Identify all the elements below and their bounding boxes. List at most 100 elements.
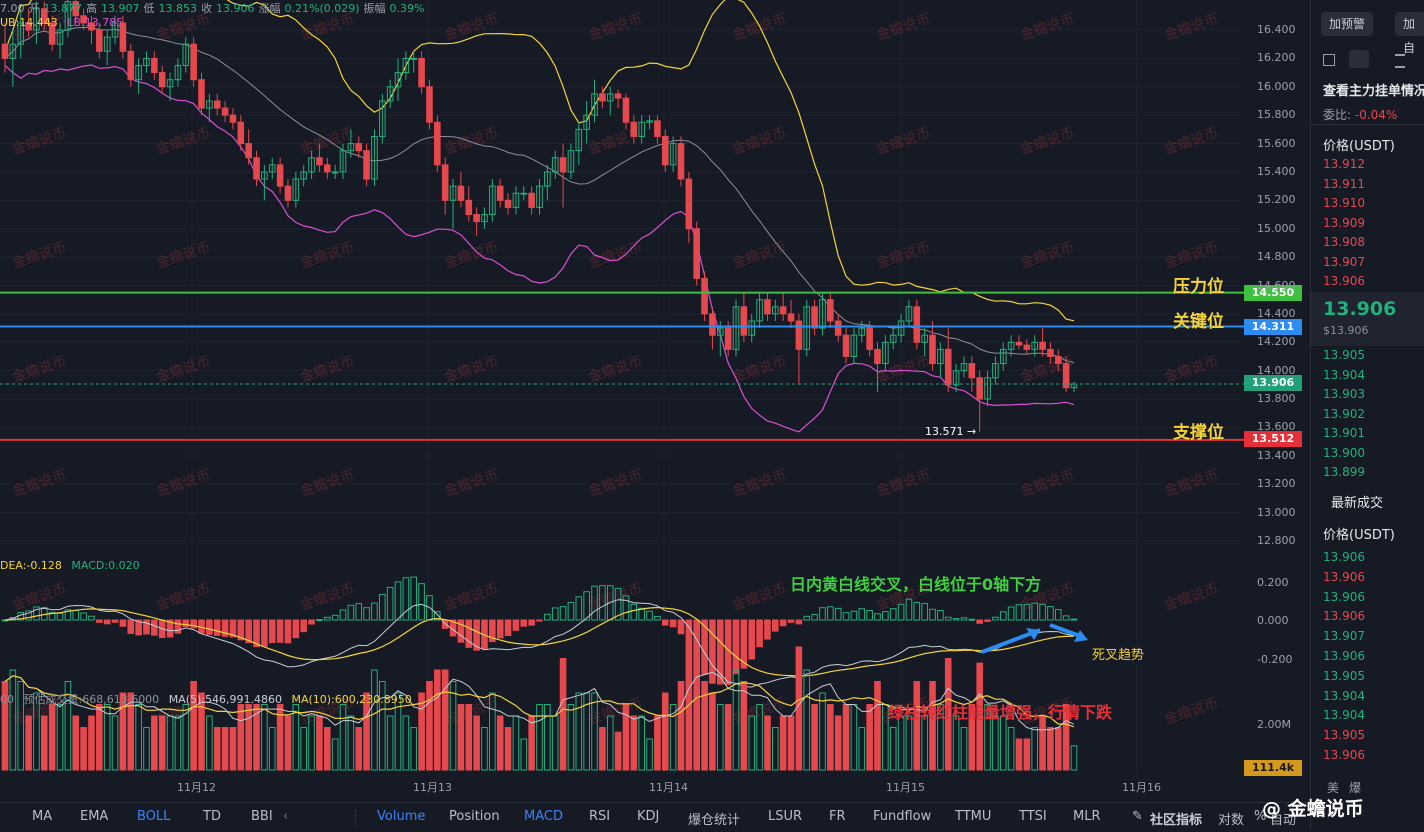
macd-bar	[276, 619, 284, 643]
candle-body	[339, 150, 347, 173]
candle-body	[418, 57, 425, 88]
macd-bar	[418, 583, 425, 621]
volume-bar	[559, 658, 567, 771]
last-price-usd: $13.906	[1323, 324, 1369, 337]
indicator-boll[interactable]: BOLL	[137, 809, 171, 824]
macd-panel	[1, 576, 1078, 688]
indicator-11[interactable]: MLR	[1073, 809, 1101, 824]
watermark-text: 金蟾说币	[730, 239, 788, 272]
volume-bar	[25, 715, 32, 771]
macd-bar	[88, 615, 95, 621]
log-scale-toggle[interactable]: 对数	[1218, 813, 1245, 828]
macd-bar	[245, 619, 252, 644]
candle-body	[268, 164, 276, 173]
vol-ma10: MA(10):600,230.8950	[291, 693, 412, 706]
candle-body	[127, 50, 135, 81]
list-mode-icon[interactable]	[1395, 54, 1405, 68]
price-tick: 13.000	[1257, 505, 1296, 519]
indicator-7[interactable]: FR	[829, 809, 846, 824]
volume-bar	[850, 704, 858, 771]
volume-bar	[921, 715, 928, 771]
main-orders-title[interactable]: 查看主力挂单情况	[1323, 84, 1424, 99]
indicator-1[interactable]: Position	[449, 809, 500, 824]
candle-body	[638, 121, 645, 137]
ohlc-field: 13.907	[101, 2, 140, 15]
add-alert-button[interactable]: 加预警	[1321, 12, 1374, 36]
volume-bar	[182, 704, 190, 771]
candle-body	[630, 121, 638, 137]
percent-toggle[interactable]: %	[1254, 809, 1267, 824]
indicator-4[interactable]: KDJ	[637, 809, 660, 824]
indicator-bbi[interactable]: BBI	[251, 809, 273, 824]
book-mode-icon[interactable]	[1349, 50, 1369, 68]
volume-bar	[206, 715, 213, 771]
candle-body	[787, 313, 795, 322]
watermark-text: 金蟾说币	[1162, 695, 1220, 728]
candle-body	[559, 157, 567, 173]
macd-bar	[944, 616, 952, 621]
resistance-badge: 14.550	[1244, 285, 1302, 301]
macd-bar	[300, 619, 307, 633]
trade-price: 13.905	[1323, 728, 1365, 743]
indicator-0[interactable]: Volume	[377, 809, 426, 824]
indicator-10[interactable]: TTSI	[1019, 809, 1047, 824]
watermark-text: 金蟾说币	[1018, 467, 1076, 500]
divider	[355, 809, 356, 825]
volume-bar	[504, 727, 512, 771]
candle-body	[520, 192, 528, 195]
volume-bar	[606, 715, 614, 771]
indicator-2[interactable]: MACD	[524, 809, 563, 824]
candle-body	[206, 100, 213, 109]
macd-bar	[323, 616, 331, 621]
watermark-text: 金蟾说币	[10, 353, 68, 386]
layout-icon[interactable]	[1323, 54, 1335, 66]
indicator-5[interactable]: 爆仓统计	[688, 813, 741, 828]
bid-price: 13.903	[1323, 387, 1365, 401]
volume-bar	[457, 704, 465, 771]
macd-bar	[268, 619, 276, 644]
indicator-ma[interactable]: MA	[32, 809, 53, 824]
trades-title[interactable]: 最新成交	[1331, 496, 1384, 511]
candle-body	[261, 171, 268, 180]
indicator-td[interactable]: TD	[203, 809, 221, 824]
macd-bar	[378, 593, 386, 621]
candle-body	[481, 214, 488, 223]
macd-bar	[850, 610, 858, 621]
watermark-text: 金蟾说币	[1162, 353, 1220, 386]
candle-body	[111, 22, 119, 38]
macd-bar	[897, 603, 905, 621]
candle-body	[300, 171, 307, 180]
candle-body	[25, 22, 32, 31]
indicator-6[interactable]: LSUR	[768, 809, 803, 824]
candle-body	[622, 97, 630, 123]
candle-body	[811, 306, 818, 329]
macd-dea: DEA:-0.128	[0, 559, 62, 572]
volume-bar	[803, 669, 811, 771]
macd-bar	[151, 619, 158, 636]
indicator-3[interactable]: RSI	[589, 809, 611, 824]
edit-icon[interactable]: ✎	[1132, 809, 1143, 824]
volume-bar	[245, 704, 252, 771]
candle-body	[143, 57, 150, 66]
macd-tick: -0.200	[1257, 653, 1293, 666]
indicator-9[interactable]: TTMU	[955, 809, 992, 824]
auto-scale-toggle[interactable]: 自动	[1270, 813, 1297, 828]
indicator-ema[interactable]: EMA	[80, 809, 109, 824]
volume-bar	[229, 727, 237, 771]
watermark-text: 金蟾说币	[154, 581, 212, 614]
candle-body	[882, 341, 889, 365]
more-indicators-icon[interactable]: ‹	[283, 809, 289, 824]
volume-bar	[1039, 715, 1046, 771]
volume-bar	[253, 704, 260, 771]
volume-bar	[1047, 727, 1054, 771]
chart-canvas[interactable]: 金蟾说币 金蟾说币 金蟾说币 金蟾说币 金蟾说币 金蟾说币 金蟾说币 金蟾说币 金蟾说币金蟾说币…	[0, 0, 1310, 802]
community-indicators-button[interactable]: 社区指标	[1150, 813, 1203, 828]
volume-bar	[292, 704, 300, 771]
trade-price: 13.904	[1323, 688, 1365, 703]
macd-bar	[819, 607, 826, 621]
add-watchlist-button[interactable]: 加自	[1395, 12, 1424, 55]
candle-body	[944, 348, 952, 386]
indicator-8[interactable]: Fundflow	[873, 809, 932, 824]
macd-bar	[591, 585, 598, 621]
candle-body	[606, 93, 614, 102]
